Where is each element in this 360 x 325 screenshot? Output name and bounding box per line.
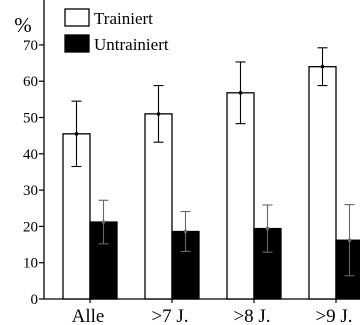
legend-swatch-trainiert — [64, 8, 90, 27]
legend: Trainiert Untrainiert — [64, 8, 169, 54]
mean-marker — [265, 226, 270, 231]
bars — [62, 47, 360, 300]
x-category-label: >8 J. — [233, 306, 270, 325]
y-tick-label: 0 — [31, 292, 39, 308]
y-tick-label: 70 — [23, 38, 38, 54]
x-category-labels: Alle >7 J. >8 J. >9 J. — [72, 299, 353, 325]
mean-marker — [320, 64, 325, 69]
y-tick-label: 10 — [23, 256, 38, 272]
mean-marker — [183, 229, 188, 234]
legend-label-untrainiert: Untrainiert — [94, 35, 169, 54]
y-tick-label: 20 — [23, 219, 38, 235]
mean-marker — [238, 91, 243, 95]
legend-label-trainiert: Trainiert — [94, 9, 153, 28]
x-category-label: >9 J. — [315, 306, 352, 325]
mean-marker — [156, 112, 161, 116]
y-tick-label: 60 — [23, 74, 38, 90]
mean-marker — [74, 132, 79, 136]
legend-swatch-untrainiert — [64, 34, 90, 53]
mean-marker — [347, 238, 352, 242]
bar-trainiert-3 — [308, 66, 337, 300]
x-category-label: >7 J. — [151, 306, 188, 325]
x-category-label: Alle — [72, 306, 105, 325]
y-tick-label: 30 — [23, 183, 38, 199]
bar-untrainiert-3 — [335, 239, 360, 300]
y-axis-unit-label: % — [14, 13, 32, 37]
mean-marker — [101, 220, 106, 224]
y-tick-label: 50 — [23, 111, 38, 127]
y-tick-label: 40 — [23, 147, 38, 163]
y-ticks: 0 10 20 30 40 50 60 70 — [23, 38, 44, 308]
